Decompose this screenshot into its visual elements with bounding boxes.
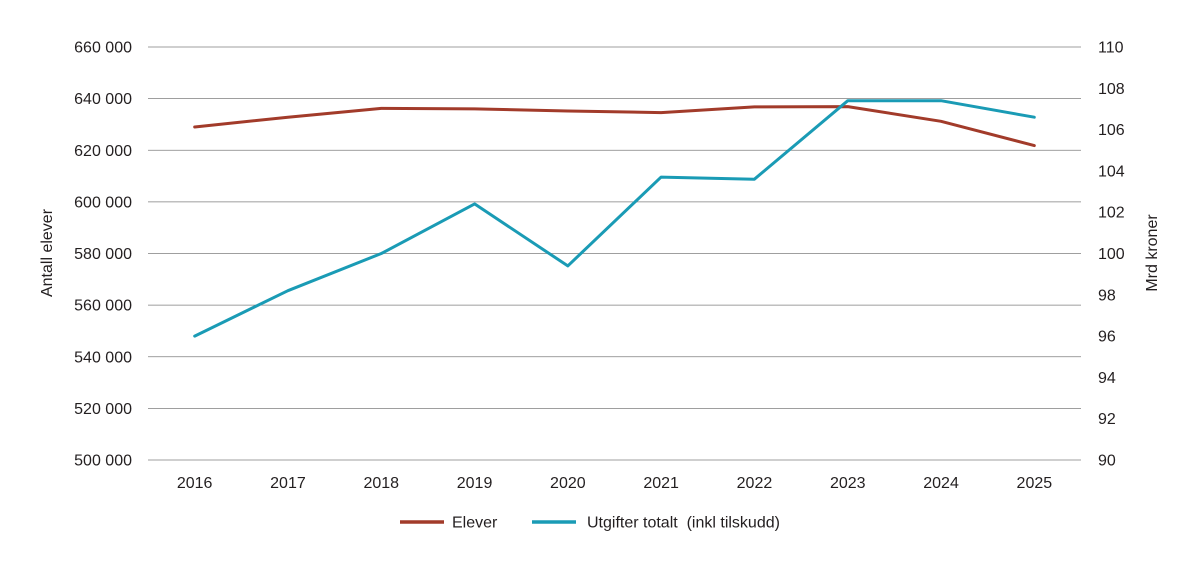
x-tick-label: 2019 <box>457 475 493 492</box>
x-tick-label: 2023 <box>830 475 866 492</box>
right-axis-ticks: 90 92 94 96 98 100 102 104 106 108 110 <box>1098 40 1125 470</box>
x-tick-label: 2018 <box>363 475 399 492</box>
left-tick-label: 580 000 <box>74 246 132 263</box>
x-tick-label: 2024 <box>923 475 959 492</box>
left-tick-label: 500 000 <box>74 453 132 470</box>
left-tick-label: 600 000 <box>74 194 132 211</box>
legend-label: Utgifter totalt (inkl tilskudd) <box>587 515 780 532</box>
x-tick-label: 2016 <box>177 475 213 492</box>
left-tick-label: 640 000 <box>74 91 132 108</box>
series-group <box>193 99 1036 338</box>
right-tick-label: 106 <box>1098 122 1125 139</box>
series-line-utgifter <box>193 99 1036 338</box>
gridlines <box>148 46 1081 461</box>
right-tick-label: 102 <box>1098 205 1125 222</box>
left-tick-label: 560 000 <box>74 298 132 315</box>
right-tick-label: 90 <box>1098 453 1116 470</box>
x-tick-label: 2021 <box>643 475 679 492</box>
legend: Elever Utgifter totalt (inkl tilskudd) <box>400 515 780 532</box>
x-tick-label: 2022 <box>737 475 773 492</box>
legend-label: Elever <box>452 515 498 532</box>
right-tick-label: 94 <box>1098 370 1116 387</box>
left-tick-label: 520 000 <box>74 401 132 418</box>
right-tick-label: 108 <box>1098 81 1125 98</box>
left-tick-label: 660 000 <box>74 40 132 57</box>
right-tick-label: 98 <box>1098 287 1116 304</box>
right-tick-label: 96 <box>1098 329 1116 346</box>
right-tick-label: 92 <box>1098 411 1116 428</box>
left-axis-ticks: 500 000 520 000 540 000 560 000 580 000 600 0… <box>74 40 132 470</box>
x-tick-label: 2017 <box>270 475 306 492</box>
left-tick-label: 620 000 <box>74 143 132 160</box>
x-tick-label: 2025 <box>1017 475 1053 492</box>
right-tick-label: 110 <box>1098 40 1124 57</box>
x-tick-label: 2020 <box>550 475 586 492</box>
right-axis-title: Mrd kroner <box>1144 214 1161 292</box>
right-tick-label: 100 <box>1098 246 1125 263</box>
left-axis-title: Antall elever <box>39 208 56 297</box>
left-tick-label: 540 000 <box>74 349 132 366</box>
x-axis-ticks: 2016 2017 2018 2019 2020 2021 2022 2023 2024 2025 <box>177 475 1052 492</box>
right-tick-label: 104 <box>1098 163 1125 180</box>
series-line-elever <box>193 105 1036 148</box>
